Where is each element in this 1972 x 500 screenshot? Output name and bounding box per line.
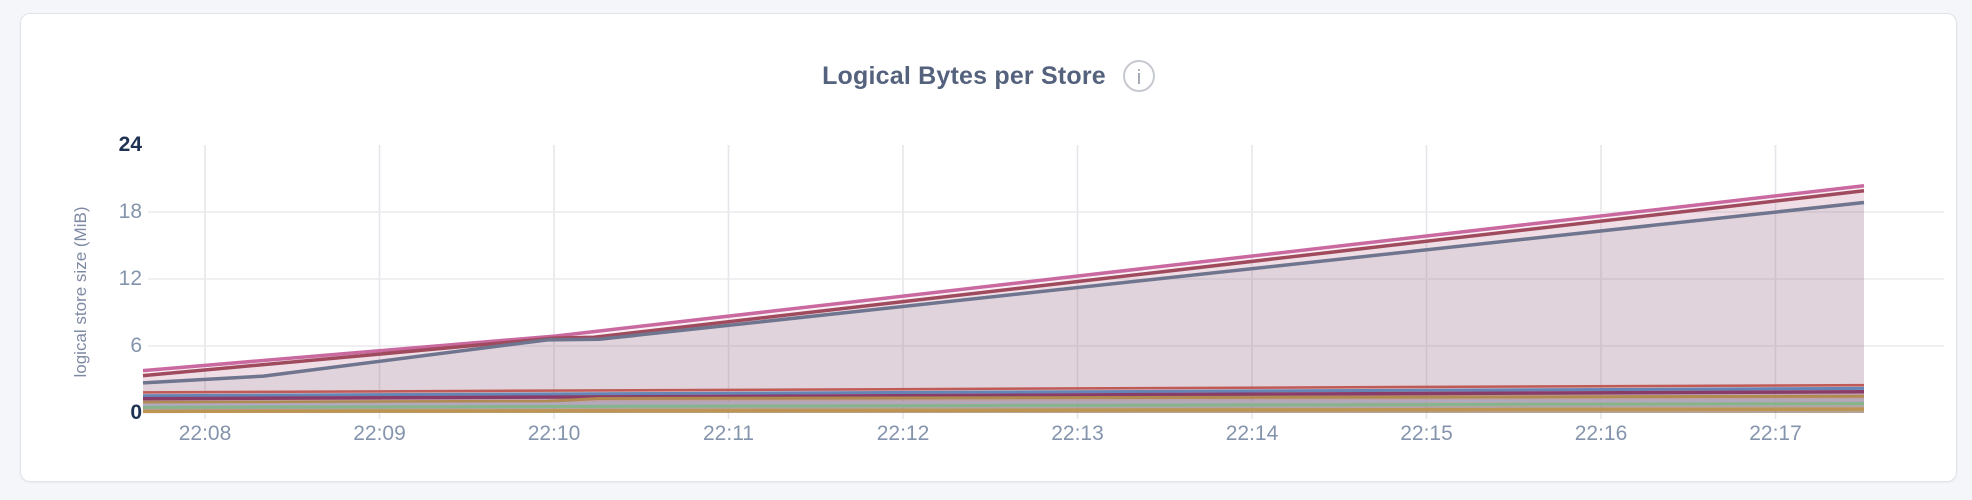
series-line-store-7 [142, 394, 1865, 404]
series-line-store-8 [142, 398, 1865, 406]
x-tick-label-2212: 22:12 [876, 422, 930, 445]
y-tick-label-12: 12 [118, 267, 142, 290]
series-line-store-10 [142, 407, 1865, 414]
x-tick-label-2216: 22:16 [1574, 422, 1628, 445]
series-area-store-3 [143, 202, 1864, 413]
x-tick-label-2217: 22:17 [1749, 422, 1802, 445]
x-tick-label-2215: 22:15 [1400, 422, 1453, 445]
y-tick-label-18: 18 [118, 200, 142, 223]
info-icon[interactable]: i [1122, 60, 1155, 92]
x-tick-label-2210: 22:10 [527, 422, 581, 445]
x-tick-label-2211: 22:11 [703, 422, 754, 445]
chart-header: Logical Bytes per Store i [21, 60, 1956, 92]
x-tick-label-2214: 22:14 [1225, 422, 1279, 445]
series-line-store-1 [142, 184, 1865, 373]
y-tick-label-0: 0 [130, 401, 142, 424]
series-line-store-3 [142, 200, 1865, 385]
series-line-store-2 [142, 189, 1865, 378]
series-line-store-6 [142, 390, 1865, 401]
x-tick-label-2209: 22:09 [353, 422, 406, 445]
y-tick-label-6: 6 [130, 334, 142, 357]
series-line-store-9 [142, 402, 1865, 409]
series-line-store-5 [142, 386, 1865, 398]
y-tick-label-24: 24 [118, 133, 142, 156]
x-tick-label-2213: 22:13 [1051, 422, 1104, 445]
series-line-store-4 [142, 383, 1865, 394]
chart-title: Logical Bytes per Store [822, 61, 1106, 90]
series-area-store-2 [143, 190, 1864, 413]
series-area-store-1 [143, 185, 1864, 413]
x-tick-label-2208: 22:08 [178, 422, 232, 445]
